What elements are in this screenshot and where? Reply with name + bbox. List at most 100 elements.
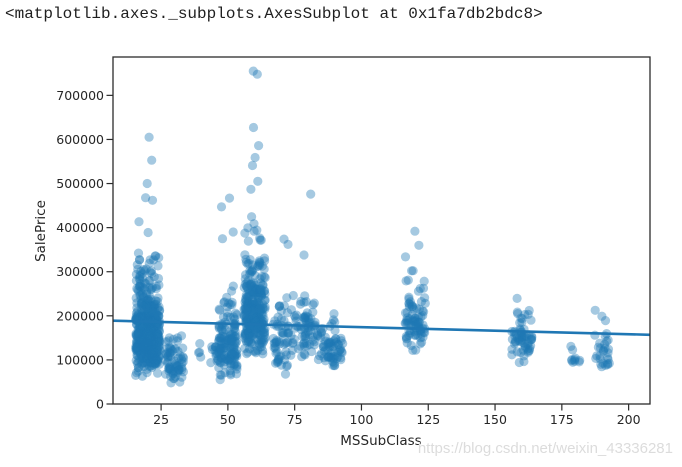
data-point [258, 349, 268, 359]
data-point [222, 335, 232, 345]
data-point [400, 308, 411, 318]
data-point [168, 369, 178, 379]
data-point [400, 252, 411, 262]
data-point [230, 326, 240, 336]
data-point [145, 349, 155, 359]
data-point [145, 310, 155, 321]
data-point [153, 329, 163, 339]
data-point [133, 366, 143, 376]
data-point [243, 275, 253, 286]
data-point [149, 299, 160, 309]
data-point [139, 331, 149, 341]
data-point [252, 324, 262, 334]
data-point [248, 313, 259, 323]
data-point [142, 303, 152, 314]
data-point [138, 341, 148, 352]
data-point [318, 342, 328, 352]
data-point [135, 322, 145, 333]
data-point [244, 299, 254, 309]
data-point [145, 331, 155, 341]
data-point [256, 289, 266, 299]
data-point [149, 301, 159, 311]
data-point [526, 315, 536, 325]
data-point [330, 325, 340, 336]
data-point [165, 364, 175, 374]
data-point [133, 357, 143, 367]
data-point [226, 368, 236, 378]
data-point [249, 303, 260, 313]
data-point [215, 375, 225, 385]
data-point [142, 312, 152, 322]
data-point [407, 310, 417, 320]
data-point [148, 353, 158, 363]
data-point [240, 274, 250, 284]
data-point [246, 300, 256, 311]
data-point [146, 305, 157, 315]
data-point [600, 343, 610, 353]
data-point [246, 337, 256, 347]
data-point [137, 322, 147, 332]
data-point [247, 212, 257, 222]
data-point [135, 290, 145, 301]
data-point [144, 323, 155, 333]
data-point [276, 314, 286, 324]
data-point [142, 309, 152, 319]
data-point [152, 347, 162, 357]
data-point [520, 310, 530, 320]
data-point [243, 236, 253, 246]
data-point [162, 358, 172, 368]
data-point [168, 366, 178, 376]
data-point [249, 290, 259, 300]
data-point [249, 226, 259, 236]
data-point [519, 356, 529, 367]
data-point [332, 353, 342, 363]
data-point [150, 311, 160, 322]
data-point [219, 350, 229, 360]
data-point [323, 352, 333, 362]
data-point [144, 132, 154, 142]
data-point [574, 357, 584, 367]
data-point [598, 345, 609, 355]
data-point [147, 337, 157, 347]
data-point [245, 305, 255, 315]
data-point [145, 255, 155, 265]
data-point [329, 336, 339, 346]
data-point [145, 341, 155, 351]
data-point [249, 328, 259, 338]
data-point [246, 310, 256, 320]
data-point [137, 305, 147, 315]
data-point [245, 269, 255, 279]
data-point [146, 358, 156, 368]
data-point [131, 269, 141, 279]
data-point [145, 337, 155, 347]
data-point [214, 363, 224, 373]
data-point [404, 294, 414, 304]
data-point [518, 330, 529, 340]
data-point [134, 342, 144, 352]
data-point [140, 305, 150, 315]
data-point [281, 350, 291, 360]
data-point [194, 348, 204, 358]
data-point [253, 298, 263, 308]
data-point [251, 346, 261, 356]
data-point [141, 353, 151, 363]
data-point [603, 354, 613, 365]
data-point [568, 345, 578, 355]
data-point [246, 267, 256, 277]
data-point [523, 339, 533, 349]
data-point [145, 302, 155, 312]
data-point [217, 234, 228, 244]
data-point [402, 307, 412, 318]
data-point [178, 357, 188, 367]
data-point [143, 342, 153, 352]
data-point [226, 348, 236, 358]
data-point [226, 360, 236, 370]
axes-spines [112, 56, 651, 405]
data-point [256, 291, 267, 301]
data-point [274, 301, 284, 311]
data-point [245, 291, 255, 301]
data-point [145, 357, 155, 367]
data-point [140, 344, 151, 354]
data-point [138, 353, 148, 363]
data-point [220, 324, 230, 335]
